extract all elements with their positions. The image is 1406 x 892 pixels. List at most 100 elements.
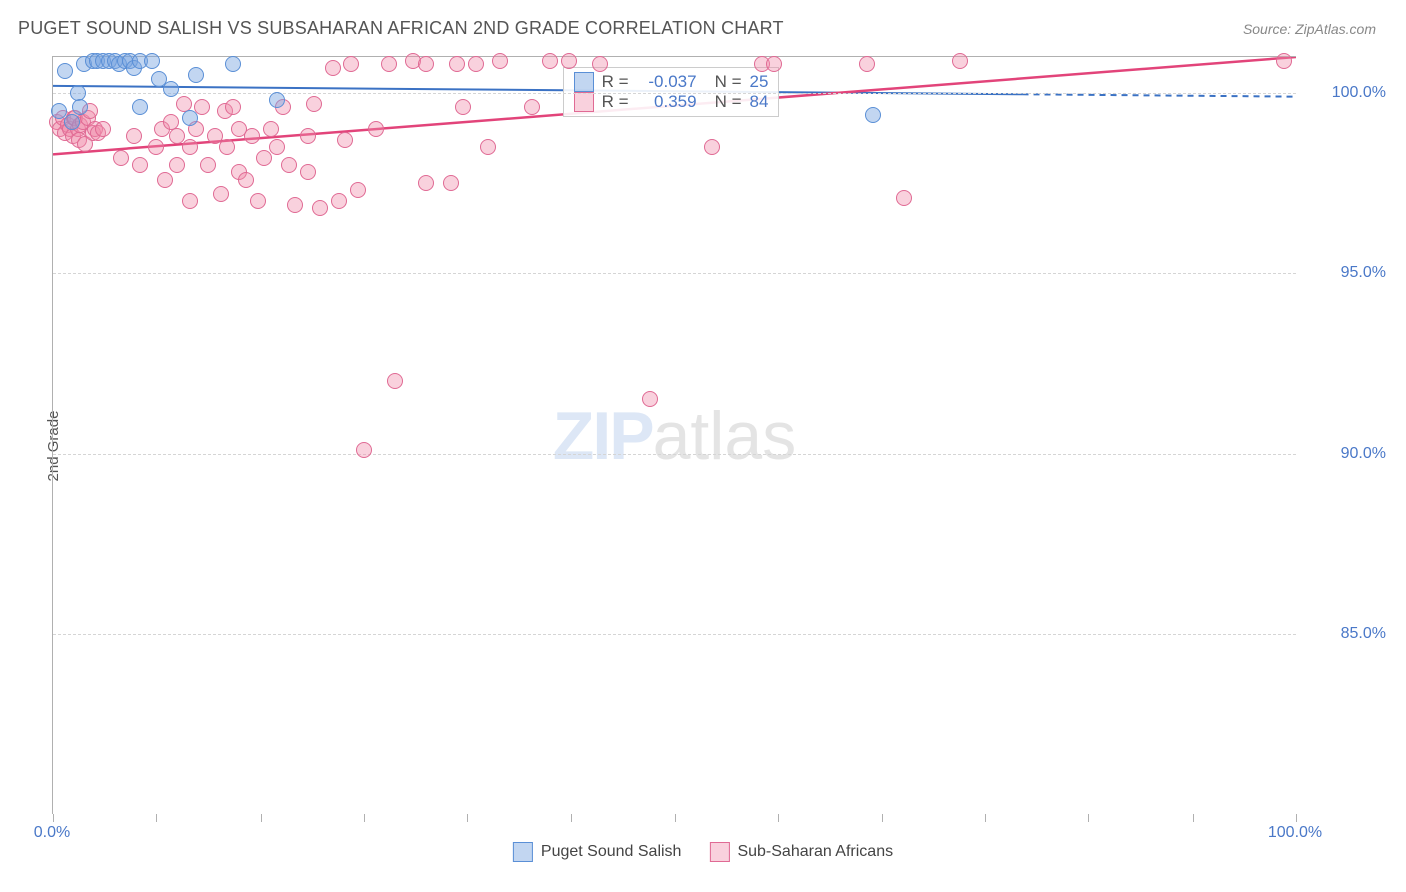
data-point [592,56,608,72]
x-tick [156,814,157,822]
grid-line [53,634,1296,635]
data-point [238,172,254,188]
stat-n-value: 84 [750,92,769,112]
stat-row: R =0.359N =84 [574,92,769,112]
trend-line-dashed [1023,94,1296,96]
legend-label: Sub-Saharan Africans [737,843,893,861]
grid-line [53,93,1296,94]
data-point [542,53,558,69]
data-point [1276,53,1292,69]
data-point [132,157,148,173]
legend-swatch [513,842,533,862]
chart-title: PUGET SOUND SALISH VS SUBSAHARAN AFRICAN… [18,18,784,39]
plot-area: ZIPatlas R =-0.037N =25R =0.359N =84 100… [52,56,1296,814]
stat-r-label: R = [602,92,629,112]
data-point [312,200,328,216]
data-point [163,81,179,97]
legend-label: Puget Sound Salish [541,843,682,861]
data-point [225,56,241,72]
data-point [132,99,148,115]
data-point [387,373,403,389]
x-tick [571,814,572,822]
data-point [331,193,347,209]
y-tick-label: 100.0% [1306,84,1386,102]
data-point [300,128,316,144]
data-point [350,182,366,198]
grid-line [53,454,1296,455]
x-tick [675,814,676,822]
data-point [250,193,266,209]
legend-swatch [574,92,594,112]
x-tick [985,814,986,822]
x-tick [778,814,779,822]
data-point [188,67,204,83]
x-tick [467,814,468,822]
data-point [200,157,216,173]
watermark-atlas: atlas [653,398,797,474]
data-point [95,121,111,137]
data-point [449,56,465,72]
data-point [287,197,303,213]
data-point [244,128,260,144]
data-point [300,164,316,180]
data-point [269,139,285,155]
data-point [642,391,658,407]
data-point [182,193,198,209]
y-tick-label: 95.0% [1306,264,1386,282]
data-point [356,442,372,458]
data-point [213,186,229,202]
stat-r-label: R = [602,72,629,92]
data-point [343,56,359,72]
legend-swatch [709,842,729,862]
x-tick [364,814,365,822]
data-point [337,132,353,148]
legend-item: Sub-Saharan Africans [709,842,893,862]
watermark-zip: ZIP [553,398,653,474]
data-point [468,56,484,72]
data-point [368,121,384,137]
data-point [418,56,434,72]
data-point [64,114,80,130]
data-point [194,99,210,115]
data-point [561,53,577,69]
data-point [381,56,397,72]
data-point [704,139,720,155]
legend: Puget Sound Salish Sub-Saharan Africans [513,842,893,862]
x-tick-label: 0.0% [34,824,70,842]
legend-swatch [574,72,594,92]
data-point [182,139,198,155]
x-tick [53,814,54,822]
data-point [148,139,164,155]
legend-item: Puget Sound Salish [513,842,682,862]
x-tick-label: 100.0% [1268,824,1322,842]
x-tick [1193,814,1194,822]
data-point [443,175,459,191]
x-tick [1296,814,1297,822]
y-tick-label: 90.0% [1306,445,1386,463]
correlation-stats-box: R =-0.037N =25R =0.359N =84 [563,67,780,117]
data-point [225,99,241,115]
data-point [418,175,434,191]
data-point [113,150,129,166]
data-point [865,107,881,123]
data-point [524,99,540,115]
x-tick [1088,814,1089,822]
data-point [325,60,341,76]
watermark: ZIPatlas [553,397,796,475]
stat-row: R =-0.037N =25 [574,72,769,92]
data-point [144,53,160,69]
data-point [896,190,912,206]
data-point [219,139,235,155]
data-point [157,172,173,188]
y-tick-label: 85.0% [1306,625,1386,643]
data-point [455,99,471,115]
data-point [859,56,875,72]
data-point [492,53,508,69]
data-point [281,157,297,173]
grid-line [53,273,1296,274]
data-point [766,56,782,72]
stat-n-value: 25 [750,72,769,92]
stat-n-label: N = [715,72,742,92]
data-point [72,99,88,115]
data-point [263,121,279,137]
